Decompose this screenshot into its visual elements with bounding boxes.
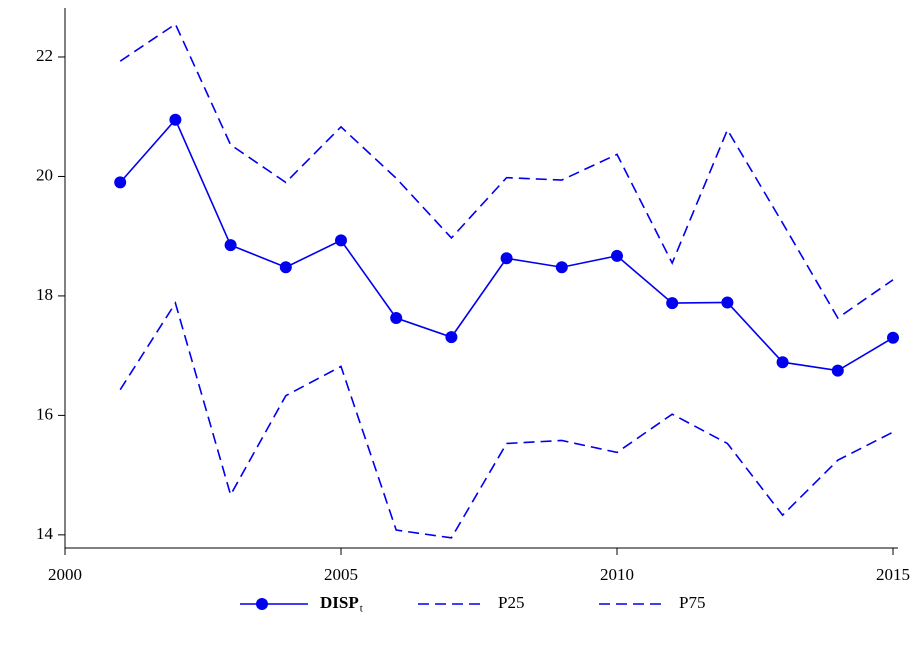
series-marker — [279, 261, 292, 274]
legend-label-subscript: t — [360, 603, 363, 615]
series-marker — [224, 239, 237, 252]
y-tick-label: 14 — [36, 524, 54, 543]
series-marker — [611, 249, 623, 262]
series-marker — [666, 297, 679, 310]
series-marker — [445, 331, 458, 344]
legend-marker — [256, 598, 268, 610]
series-marker — [500, 252, 513, 265]
series-line — [119, 301, 894, 539]
series-marker — [335, 234, 347, 247]
series-marker — [114, 176, 127, 189]
series-line — [119, 22, 894, 320]
series-marker — [721, 296, 734, 309]
legend-label: P25 — [498, 593, 524, 612]
series-marker — [831, 364, 844, 377]
x-tick-label: 2010 — [600, 565, 634, 584]
y-tick-label: 20 — [36, 165, 53, 184]
x-tick-label: 2015 — [876, 565, 910, 584]
x-tick-label: 2000 — [48, 565, 82, 584]
series-marker — [390, 312, 403, 325]
series-marker — [776, 356, 789, 369]
series-marker — [169, 113, 182, 126]
y-tick-label: 16 — [36, 404, 53, 423]
series-marker — [555, 261, 568, 274]
y-tick-label: 22 — [36, 46, 53, 65]
x-tick-label: 2005 — [324, 565, 358, 584]
legend-label: DISP — [320, 593, 359, 612]
legend-label: P75 — [679, 593, 705, 612]
series-marker — [887, 331, 899, 344]
y-tick-label: 18 — [36, 285, 53, 304]
